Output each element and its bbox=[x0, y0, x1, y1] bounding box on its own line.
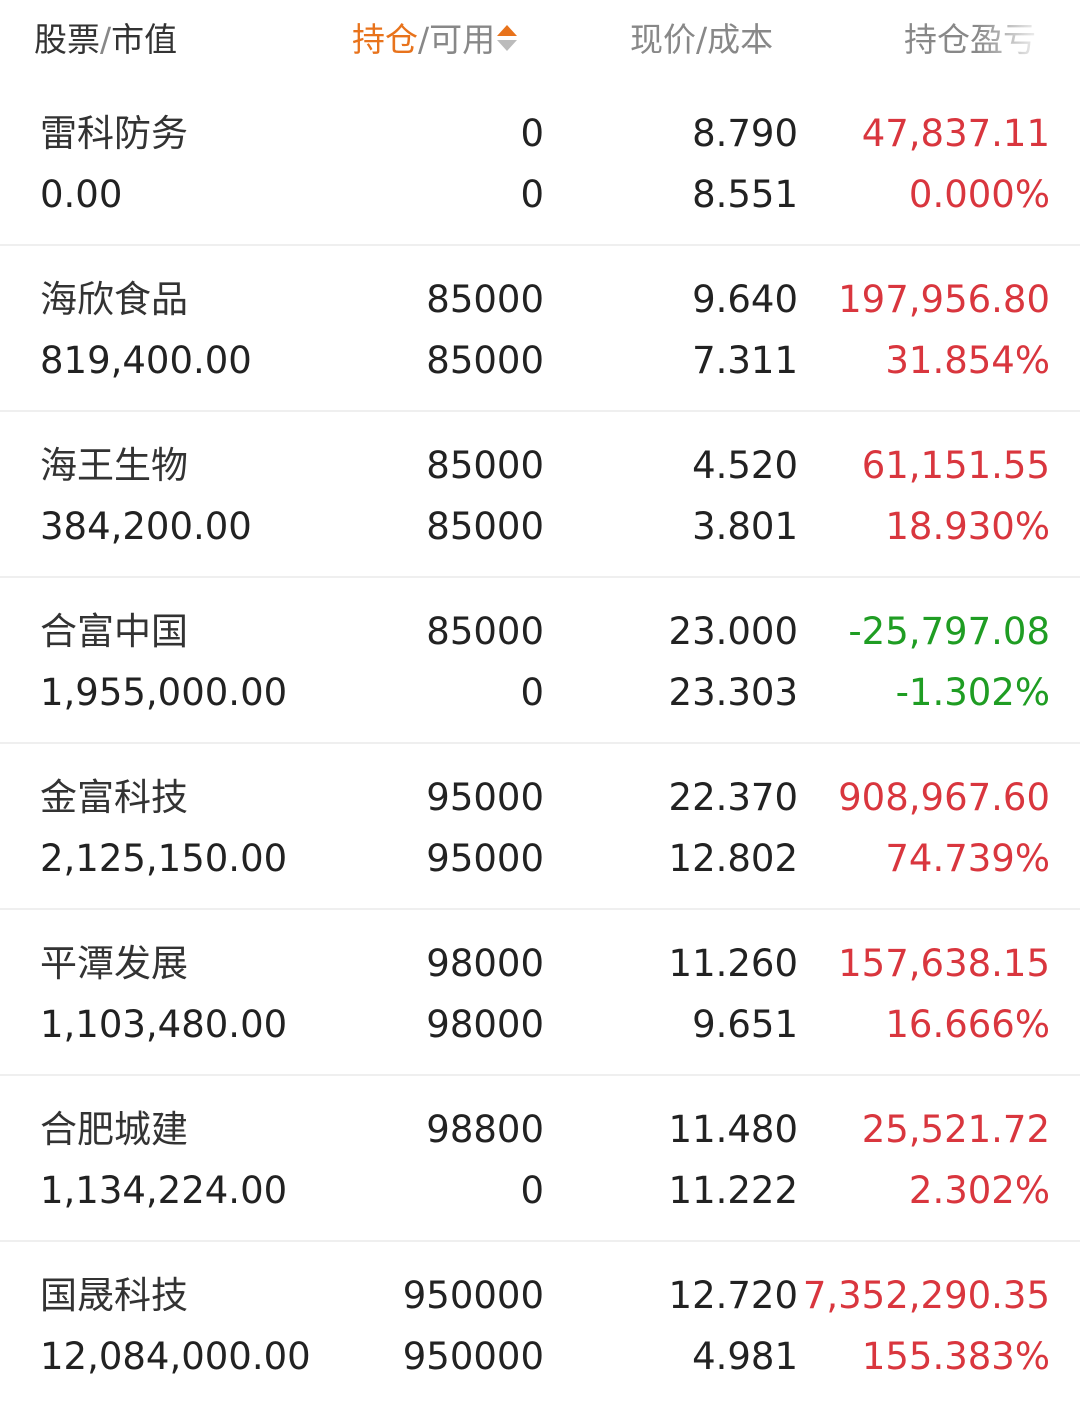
available-quantity: 98000 bbox=[426, 1003, 544, 1046]
current-price: 11.260 bbox=[668, 942, 798, 985]
available-quantity: 0 bbox=[520, 173, 544, 216]
sort-icon bbox=[497, 24, 518, 53]
header-separator: / bbox=[100, 20, 112, 59]
available-quantity: 0 bbox=[520, 1169, 544, 1212]
position-row[interactable]: 金富科技 2,125,150.00 95000 95000 22.370 12.802 90… bbox=[0, 744, 1080, 910]
cost-price: 7.311 bbox=[692, 339, 798, 382]
header-available-label: 可用 bbox=[429, 20, 496, 59]
available-quantity: 950000 bbox=[402, 1335, 544, 1378]
header-price-label: 现价 bbox=[630, 20, 696, 59]
pnl-percent: 2.302% bbox=[908, 1169, 1050, 1212]
market-value: 819,400.00 bbox=[40, 339, 252, 382]
position-row[interactable]: 雷科防务 0.00 0 0 8.790 8.551 47,837.11 0.000% bbox=[0, 80, 1080, 246]
stock-name: 国晟科技 bbox=[40, 1274, 188, 1317]
holding-quantity: 0 bbox=[520, 112, 544, 155]
pnl-amount: 25,521.72 bbox=[861, 1108, 1050, 1151]
pnl-percent: 31.854% bbox=[885, 339, 1050, 382]
market-value: 1,103,480.00 bbox=[40, 1003, 288, 1046]
table-header: 股票/市值 持仓/可用 现价/成本 持仓盈亏 bbox=[0, 0, 1080, 80]
available-quantity: 0 bbox=[520, 671, 544, 714]
cost-price: 4.981 bbox=[692, 1335, 798, 1378]
position-list: 雷科防务 0.00 0 0 8.790 8.551 47,837.11 0.000% 海欣食品 8… bbox=[0, 80, 1080, 1406]
pnl-amount: 61,151.55 bbox=[861, 444, 1050, 487]
cost-price: 3.801 bbox=[692, 505, 798, 548]
market-value: 384,200.00 bbox=[40, 505, 252, 548]
position-row[interactable]: 合肥城建 1,134,224.00 98800 0 11.480 11.222 25,521… bbox=[0, 1076, 1080, 1242]
current-price: 4.520 bbox=[692, 444, 798, 487]
cost-price: 11.222 bbox=[668, 1169, 798, 1212]
pnl-amount: 7,352,290.35 bbox=[802, 1274, 1050, 1317]
position-row[interactable]: 海王生物 384,200.00 85000 85000 4.520 3.801 61,151… bbox=[0, 412, 1080, 578]
holding-quantity: 950000 bbox=[402, 1274, 544, 1317]
header-holding-label: 持仓 bbox=[352, 20, 418, 59]
header-separator: / bbox=[418, 20, 430, 59]
position-row[interactable]: 海欣食品 819,400.00 85000 85000 9.640 7.311 197,95… bbox=[0, 246, 1080, 412]
stock-name: 金富科技 bbox=[40, 776, 188, 819]
header-pnl[interactable]: 持仓盈亏 bbox=[904, 16, 1044, 64]
stock-name: 合富中国 bbox=[40, 610, 188, 653]
holding-quantity: 98800 bbox=[426, 1108, 544, 1151]
holding-quantity: 85000 bbox=[426, 278, 544, 321]
sort-ascending-icon bbox=[497, 24, 518, 36]
stock-name: 合肥城建 bbox=[40, 1108, 188, 1151]
current-price: 11.480 bbox=[668, 1108, 798, 1151]
available-quantity: 85000 bbox=[426, 505, 544, 548]
available-quantity: 95000 bbox=[426, 837, 544, 880]
cost-price: 9.651 bbox=[692, 1003, 798, 1046]
holding-quantity: 98000 bbox=[426, 942, 544, 985]
pnl-amount: 197,956.80 bbox=[838, 278, 1050, 321]
market-value: 0.00 bbox=[40, 173, 123, 216]
holding-quantity: 85000 bbox=[426, 444, 544, 487]
pnl-percent: 18.930% bbox=[885, 505, 1050, 548]
header-stock-label: 股票 bbox=[34, 20, 100, 59]
sort-descending-icon bbox=[497, 39, 518, 51]
stock-name: 平潭发展 bbox=[40, 942, 188, 985]
stock-name: 海欣食品 bbox=[40, 278, 188, 321]
current-price: 22.370 bbox=[668, 776, 798, 819]
market-value: 1,134,224.00 bbox=[40, 1169, 288, 1212]
holding-quantity: 95000 bbox=[426, 776, 544, 819]
available-quantity: 85000 bbox=[426, 339, 544, 382]
market-value: 12,084,000.00 bbox=[40, 1335, 311, 1378]
position-row[interactable]: 国晟科技 12,084,000.00 950000 950000 12.720 4.981… bbox=[0, 1242, 1080, 1406]
current-price: 9.640 bbox=[692, 278, 798, 321]
header-holding-available[interactable]: 持仓/可用 bbox=[352, 16, 518, 64]
pnl-percent: 0.000% bbox=[908, 173, 1050, 216]
pnl-amount: 47,837.11 bbox=[861, 112, 1050, 155]
header-price-cost[interactable]: 现价/成本 bbox=[630, 16, 773, 64]
header-separator: / bbox=[696, 20, 708, 59]
stock-name: 雷科防务 bbox=[40, 112, 188, 155]
pnl-percent: 74.739% bbox=[885, 837, 1050, 880]
current-price: 23.000 bbox=[668, 610, 798, 653]
position-row[interactable]: 合富中国 1,955,000.00 85000 0 23.000 23.303 -25,79… bbox=[0, 578, 1080, 744]
pnl-amount: 908,967.60 bbox=[838, 776, 1050, 819]
header-stock-market-value[interactable]: 股票/市值 bbox=[34, 16, 177, 64]
position-row[interactable]: 平潭发展 1,103,480.00 98000 98000 11.260 9.651 157… bbox=[0, 910, 1080, 1076]
header-market-value-label: 市值 bbox=[111, 20, 178, 59]
cost-price: 8.551 bbox=[692, 173, 798, 216]
pnl-percent: 16.666% bbox=[885, 1003, 1050, 1046]
header-cost-label: 成本 bbox=[707, 20, 774, 59]
cost-price: 12.802 bbox=[668, 837, 798, 880]
stock-name: 海王生物 bbox=[40, 444, 188, 487]
pnl-amount: 157,638.15 bbox=[838, 942, 1050, 985]
market-value: 1,955,000.00 bbox=[40, 671, 288, 714]
current-price: 8.790 bbox=[692, 112, 798, 155]
pnl-percent: -1.302% bbox=[895, 671, 1050, 714]
pnl-percent: 155.383% bbox=[861, 1335, 1050, 1378]
cost-price: 23.303 bbox=[668, 671, 798, 714]
header-pnl-label: 持仓盈亏 bbox=[904, 20, 1036, 59]
current-price: 12.720 bbox=[668, 1274, 798, 1317]
market-value: 2,125,150.00 bbox=[40, 837, 288, 880]
holding-quantity: 85000 bbox=[426, 610, 544, 653]
pnl-amount: -25,797.08 bbox=[848, 610, 1050, 653]
